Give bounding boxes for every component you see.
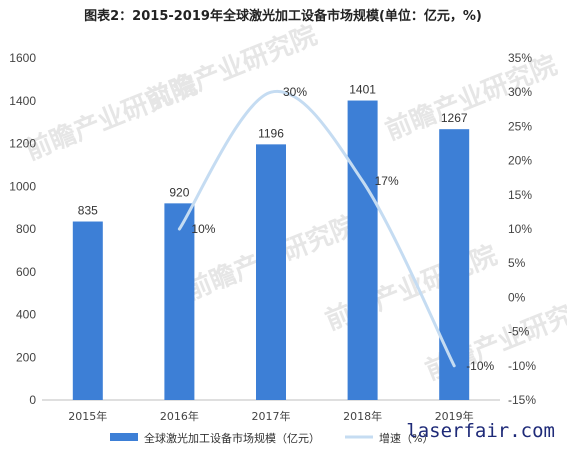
x-tick-label: 2019年: [435, 409, 474, 423]
watermark-text: 前瞻产业研究院: [141, 20, 321, 117]
bar: [164, 203, 195, 400]
bar-labels: 835 920 1196 1401 1267: [78, 83, 468, 218]
y-right-tick-label: -10%: [508, 359, 536, 373]
y-left-tick-label: 200: [16, 350, 36, 364]
y-right-tick-label: 20%: [508, 154, 532, 168]
y-right-tick-label: 10%: [508, 222, 532, 236]
growth-value-label: 30%: [283, 85, 307, 99]
y-left-tick-label: 800: [16, 222, 36, 236]
y-left-tick-label: 600: [16, 265, 36, 279]
y-left-tick-label: 1600: [9, 51, 36, 65]
growth-value-label: 10%: [191, 222, 215, 236]
x-tick-label: 2018年: [343, 409, 382, 423]
x-tick-label: 2015年: [68, 409, 107, 423]
legend-bar-swatch: [110, 433, 138, 441]
x-tick-label: 2016年: [160, 409, 199, 423]
growth-line-series: [177, 89, 456, 368]
growth-line: [177, 89, 456, 368]
watermark-layer: 前瞻产业研究院前瞻产业研究院前瞻产业研究院前瞻产业研究院前瞻产业研究院前瞻产业研…: [21, 20, 567, 387]
x-tick-label: 2017年: [252, 409, 291, 423]
y-left-tick-label: 400: [16, 308, 36, 322]
bar-value-label: 920: [169, 185, 189, 199]
growth-line-labels: 10% 30% 17% -10%: [191, 85, 494, 373]
site-watermark: laserfair.com: [406, 420, 555, 442]
legend: 全球激光加工设备市场规模（亿元） 增速（%）: [110, 431, 433, 445]
watermark-text: 前瞻产业研究院: [381, 50, 561, 147]
y-right-tick-label: 0%: [508, 290, 526, 304]
y-right-tick-label: 35%: [508, 51, 532, 65]
bar: [256, 144, 286, 400]
y-right-tick-label: 15%: [508, 188, 532, 202]
bar-value-label: 1196: [258, 126, 284, 140]
y-right-tick-label: -15%: [508, 393, 536, 407]
y-left-tick-label: 1200: [9, 137, 36, 151]
bar-value-label: 1267: [441, 111, 468, 125]
bar-value-label: 1401: [349, 83, 376, 97]
y-right-tick-label: -5%: [508, 325, 530, 339]
y-right-tick-label: 30%: [508, 85, 532, 99]
bar: [347, 100, 378, 400]
bar-value-label: 835: [78, 204, 98, 218]
y-right-tick-label: 25%: [508, 119, 532, 133]
growth-value-label: 17%: [375, 174, 399, 188]
bar-series: [72, 100, 470, 400]
chart-title: 图表2：2015-2019年全球激光加工设备市场规模(单位：亿元，%): [84, 8, 482, 24]
bar: [439, 129, 470, 400]
y-left-tick-label: 1000: [9, 179, 36, 193]
growth-value-label: -10%: [466, 359, 494, 373]
y-right-tick-label: 5%: [508, 256, 526, 270]
legend-bar-label: 全球激光加工设备市场规模（亿元）: [144, 431, 320, 445]
y-left-tick-label: 0: [29, 393, 36, 407]
bar: [72, 221, 103, 400]
y-left-tick-label: 1400: [9, 94, 36, 108]
legend-line-label: 增速（%）: [379, 431, 433, 445]
